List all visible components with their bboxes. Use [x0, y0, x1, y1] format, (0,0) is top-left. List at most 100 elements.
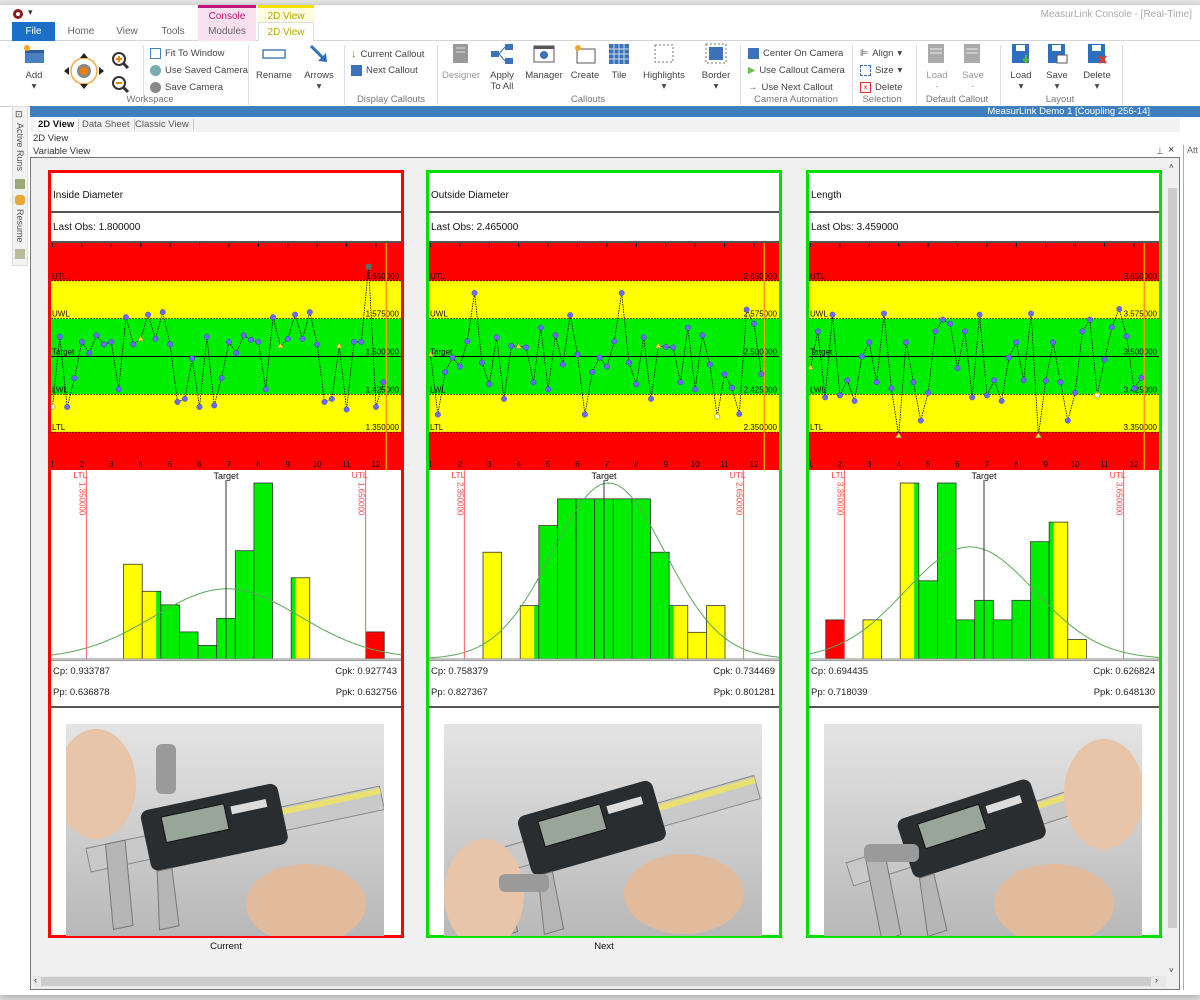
x-tick-label: 10 [313, 460, 322, 469]
callout-panel[interactable]: Length Last Obs: 3.459000 UTL 3.650000 UWL… [806, 170, 1162, 938]
rename-button[interactable]: Rename [254, 43, 294, 81]
data-point [1086, 316, 1093, 323]
scroll-left-icon[interactable]: ‹ [34, 975, 37, 985]
layout-delete-button[interactable]: Delete ▾ [1080, 43, 1114, 92]
center-on-camera-button[interactable]: Center On Camera [748, 48, 843, 59]
pin-icon[interactable]: ⊡ [15, 109, 23, 119]
group-label-workspace: Workspace [126, 94, 174, 105]
scroll-thumb[interactable] [1168, 188, 1177, 928]
tab-home[interactable]: Home [67, 26, 95, 37]
group-label-display-callouts: Display Callouts [356, 94, 426, 105]
data-point [611, 338, 618, 345]
current-callout-button[interactable]: ↓ Current Callout [351, 48, 424, 60]
x-tick-label: 10 [691, 460, 700, 469]
doc-tab-classic-view[interactable]: Classic View [131, 119, 194, 130]
histogram-bar-fill [198, 645, 217, 659]
add-button[interactable]: Add ▾ [18, 43, 50, 92]
quick-access-menu-icon[interactable]: ▾ [28, 7, 33, 17]
histogram-bar-fill [613, 498, 632, 659]
x-tick-label: 5 [546, 460, 551, 469]
histogram-bar-fill [291, 577, 296, 659]
data-point [603, 363, 610, 370]
designer-button[interactable]: Designer [442, 43, 480, 81]
ribbon: Add ▾ Fit To Window Use Saved Camera Save… [0, 41, 1200, 107]
data-point [93, 332, 100, 339]
data-point [299, 335, 306, 342]
camera-pan-control[interactable] [60, 51, 108, 91]
data-point [174, 398, 181, 405]
attributes-panel: Att [1183, 145, 1200, 990]
tab-modules[interactable]: Modules [198, 22, 256, 41]
vertical-scrollbar[interactable]: ˄ ˅ [1166, 160, 1179, 978]
border-button[interactable]: Border ▾ [698, 43, 734, 92]
create-button[interactable]: Create [568, 43, 602, 81]
manager-button[interactable]: Manager [524, 43, 564, 81]
size-dropdown[interactable]: Size ▾ [860, 65, 902, 76]
delete-selection-button[interactable]: × Delete [860, 82, 902, 93]
callout-photo [444, 724, 762, 936]
highlights-button[interactable]: Highlights ▾ [640, 43, 688, 92]
data-point [262, 386, 269, 393]
data-point [255, 338, 262, 345]
zoom-out-icon[interactable] [110, 75, 130, 95]
zone-upper-warning [429, 280, 779, 319]
next-callout-button[interactable]: Next Callout [351, 65, 418, 76]
default-load-button[interactable]: Load - [922, 43, 952, 92]
data-point [559, 361, 566, 368]
layout-save-button[interactable]: Save ▾ [1042, 43, 1072, 92]
data-point [743, 306, 750, 313]
last-observation: Last Obs: 3.459000 [809, 213, 1159, 243]
callout-panel[interactable]: Inside Diameter Last Obs: 1.800000 UTL 1.… [48, 170, 404, 938]
data-point [108, 338, 115, 345]
save-camera-button[interactable]: Save Camera [150, 82, 223, 93]
callout-panel[interactable]: Outside Diameter Last Obs: 2.465000 UTL 2… [426, 170, 782, 938]
data-point [115, 386, 122, 393]
side-tab-active-runs[interactable]: Active Runs [15, 123, 25, 172]
doc-tab-data-sheet[interactable]: Data Sheet [78, 119, 135, 130]
scroll-down-icon[interactable]: ˅ [1169, 966, 1174, 975]
apply-to-all-button[interactable]: Apply To All [486, 43, 518, 92]
data-point [449, 354, 456, 361]
tab-view[interactable]: View [116, 26, 138, 37]
floppy-save-icon [1048, 44, 1068, 64]
use-callout-camera-button[interactable]: ▶ Use Callout Camera [748, 65, 845, 76]
data-point [508, 342, 515, 349]
data-point [947, 320, 954, 327]
data-point [1064, 417, 1071, 424]
scroll-thumb[interactable] [41, 977, 1151, 986]
close-pane-icon[interactable]: × [1168, 144, 1175, 156]
layout-load-button[interactable]: Load ▾ [1006, 43, 1036, 92]
scroll-up-icon[interactable]: ˄ [1169, 162, 1174, 171]
caliper-jaw [918, 872, 948, 936]
histogram-bar-fill [825, 619, 845, 659]
data-point [858, 353, 865, 360]
default-save-button[interactable]: Save - [958, 43, 988, 92]
horizontal-scrollbar[interactable]: ‹ › [33, 975, 1166, 987]
x-tick-label: 3 [867, 460, 872, 469]
pin-pane-icon[interactable]: ⊥ [1156, 146, 1164, 156]
tab-2d-view[interactable]: 2D View [258, 22, 314, 41]
x-tick-label: 12 [750, 460, 759, 469]
limit-value: 1.575000 [366, 310, 400, 319]
tab-tools[interactable]: Tools [161, 26, 185, 37]
doc-tab-2d-view[interactable]: 2D View [34, 119, 80, 130]
x-tick-label: 3 [487, 460, 492, 469]
group-label-selection: Selection [862, 94, 902, 105]
data-point-triangle [895, 432, 903, 438]
data-point [152, 335, 159, 342]
zoom-in-icon[interactable] [110, 51, 130, 71]
use-saved-camera-button[interactable]: Use Saved Camera [150, 65, 248, 76]
caliper-jaw [104, 839, 134, 931]
tile-button[interactable]: Tile [604, 43, 634, 81]
use-next-label: Use Next Callout [761, 82, 833, 93]
x-tick-label: 1 [51, 460, 55, 469]
align-dropdown[interactable]: ⊫ Align ▾ [860, 48, 903, 59]
data-point [969, 394, 976, 401]
lsl-value: 1.350000 [77, 482, 86, 516]
tab-file[interactable]: File [12, 22, 55, 41]
arrows-button[interactable]: Arrows ▾ [300, 43, 338, 92]
scroll-right-icon[interactable]: › [1155, 975, 1158, 985]
side-tab-resume[interactable]: Resume [15, 209, 25, 243]
use-next-callout-button[interactable]: → Use Next Callout [748, 82, 833, 93]
fit-to-window-button[interactable]: Fit To Window [150, 48, 224, 59]
